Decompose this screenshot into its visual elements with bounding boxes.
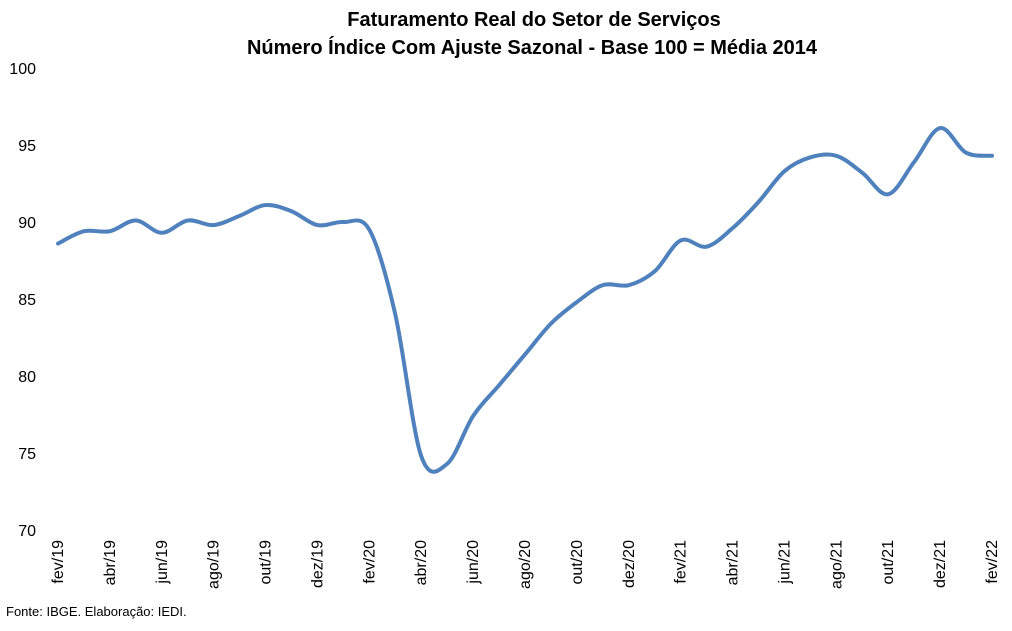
x-tick-label: jun/19 bbox=[154, 540, 171, 585]
series-line bbox=[56, 126, 994, 474]
x-tick-label: fev/19 bbox=[50, 540, 67, 584]
y-tick-label: 90 bbox=[18, 215, 36, 232]
x-tick-label: fev/21 bbox=[673, 540, 690, 584]
x-axis: fev/19 abr/19 jun/19 ago/19 out/19 dez/19 fev/… bbox=[50, 540, 1001, 589]
chart-title: Faturamento Real do Setor de Serviços bbox=[347, 9, 720, 31]
y-tick-label: 75 bbox=[18, 446, 36, 463]
x-tick-label: ago/20 bbox=[517, 540, 534, 589]
y-tick-label: 80 bbox=[18, 369, 36, 386]
x-tick-label: dez/19 bbox=[309, 540, 326, 588]
y-tick-label: 100 bbox=[9, 61, 36, 78]
x-tick-label: jun/20 bbox=[465, 540, 482, 585]
source-note: Fonte: IBGE. Elaboração: IEDI. bbox=[6, 604, 187, 619]
x-tick-label: out/21 bbox=[880, 540, 897, 585]
series-layer bbox=[56, 126, 994, 474]
x-tick-label: abr/19 bbox=[102, 540, 119, 585]
y-tick-label: 70 bbox=[18, 523, 36, 540]
chart-subtitle: Número Índice Com Ajuste Sazonal - Base … bbox=[247, 36, 818, 59]
x-tick-label: dez/21 bbox=[932, 540, 949, 588]
x-tick-label: fev/20 bbox=[361, 540, 378, 584]
x-tick-label: out/20 bbox=[569, 540, 586, 585]
x-tick-label: ago/21 bbox=[828, 540, 845, 589]
x-tick-label: abr/21 bbox=[725, 540, 742, 585]
y-tick-label: 85 bbox=[18, 292, 36, 309]
x-tick-label: fev/22 bbox=[984, 540, 1001, 584]
x-tick-label: abr/20 bbox=[413, 540, 430, 585]
y-axis: 70 75 80 85 90 95 100 bbox=[9, 61, 36, 540]
x-tick-label: ago/19 bbox=[206, 540, 223, 589]
y-tick-label: 95 bbox=[18, 138, 36, 155]
x-tick-label: out/19 bbox=[258, 540, 275, 585]
x-tick-label: dez/20 bbox=[621, 540, 638, 588]
x-tick-label: jun/21 bbox=[776, 540, 793, 585]
